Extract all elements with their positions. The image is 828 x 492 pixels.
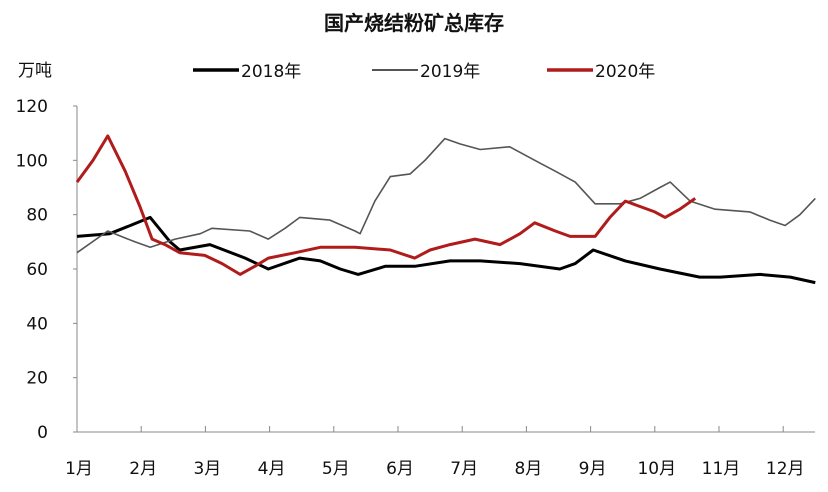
y-tick-label: 0 xyxy=(37,423,48,443)
legend-label: 2018年 xyxy=(241,62,301,82)
series-line-2020年 xyxy=(75,134,697,276)
y-tick-label: 20 xyxy=(26,369,48,389)
legend-label: 2020年 xyxy=(595,62,655,82)
y-tick-label: 120 xyxy=(16,97,48,117)
axes: 0 20 40 60 80 100 120 1月 2月 3月 4月 5月 6月 7月 8月 9月 10月 11月 1… xyxy=(16,97,815,479)
x-tick-label: 3月 xyxy=(193,459,221,479)
series-line-2019年 xyxy=(76,137,816,254)
y-axis-label: 万吨 xyxy=(18,61,52,81)
series-line-2018年 xyxy=(76,215,816,285)
series-group xyxy=(75,134,816,285)
x-tick-label: 9月 xyxy=(579,459,607,479)
y-tick-label: 40 xyxy=(26,314,48,334)
x-tick-label: 10月 xyxy=(637,459,676,479)
x-tick-label: 7月 xyxy=(450,459,478,479)
x-tick-label: 2月 xyxy=(129,459,157,479)
x-tick-label: 4月 xyxy=(258,459,286,479)
legend-label: 2019年 xyxy=(420,62,480,82)
x-tick-label: 11月 xyxy=(702,459,741,479)
x-tick-label: 12月 xyxy=(766,459,805,479)
legend: 2018年 2019年 2020年 xyxy=(193,62,655,82)
x-tick-label: 6月 xyxy=(386,459,414,479)
y-tick-label: 100 xyxy=(16,151,48,171)
x-tick-label: 1月 xyxy=(65,459,93,479)
y-tick-label: 60 xyxy=(26,260,48,280)
x-tick-label: 8月 xyxy=(514,459,542,479)
y-tick-label: 80 xyxy=(26,206,48,226)
chart-title: 国产烧结粉矿总库存 xyxy=(324,11,504,35)
x-tick-label: 5月 xyxy=(322,459,350,479)
